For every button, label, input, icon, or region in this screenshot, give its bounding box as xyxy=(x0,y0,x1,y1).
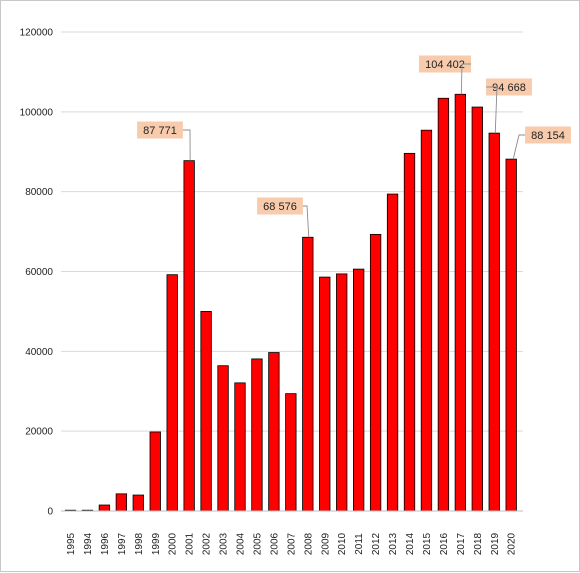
bar-2012 xyxy=(369,233,382,512)
x-tick-label: 2020 xyxy=(507,532,518,555)
x-tick-label: 2014 xyxy=(405,532,416,555)
callout-2017: 104 402 xyxy=(418,55,472,95)
bar-2019 xyxy=(488,132,500,512)
bar-2020 xyxy=(505,158,517,512)
callout-2008: 68 576 xyxy=(257,197,310,238)
bar-1996 xyxy=(98,504,111,512)
x-tick-label: 2011 xyxy=(354,533,365,555)
bar-2008 xyxy=(302,236,314,512)
bar-2003 xyxy=(217,365,229,512)
callout-leader-line xyxy=(512,134,526,160)
y-axis: 0 20000 40000 60000 80000 100000 120000 xyxy=(20,28,54,518)
callout-label: 68 576 xyxy=(263,201,297,213)
callout-box xyxy=(137,121,183,139)
bar-2009 xyxy=(319,276,331,512)
x-tick-label: 1994 xyxy=(83,532,94,555)
x-tick-label: 2019 xyxy=(490,532,501,555)
bar-2004 xyxy=(234,382,246,512)
x-tick-label: 2007 xyxy=(286,532,297,555)
callout-leader-line xyxy=(486,86,498,134)
x-tick-label: 2010 xyxy=(337,532,348,555)
x-tick-label: 2015 xyxy=(422,532,433,555)
callout-label: 87 771 xyxy=(143,125,177,137)
x-tick-label: 2001 xyxy=(185,532,196,555)
x-axis: 1995 1994 1996 1997 1998 1999 2000 2001 2002 2003… xyxy=(61,510,523,555)
callout-label: 94 668 xyxy=(492,82,526,94)
bar-2011 xyxy=(352,268,365,512)
x-tick-label: 2005 xyxy=(252,532,263,555)
x-tick-label: 2008 xyxy=(303,532,314,555)
callout-box xyxy=(525,126,571,144)
callout-leader-line xyxy=(460,63,472,95)
bar-1999 xyxy=(149,431,161,512)
callout-2001: 87 771 xyxy=(137,121,191,161)
bar-2016 xyxy=(437,97,450,512)
x-tick-label: 2016 xyxy=(439,532,450,555)
bar-2001 xyxy=(183,160,195,512)
x-tick-label: 1996 xyxy=(100,532,111,555)
bar-2017 xyxy=(454,93,467,512)
bars xyxy=(64,93,517,512)
x-tick-label: 1997 xyxy=(117,532,128,555)
x-tick-label: 2009 xyxy=(320,532,331,555)
y-tick-label: 60000 xyxy=(25,267,53,278)
callout-2019: 94 668 xyxy=(486,78,532,134)
bar-2006 xyxy=(268,352,280,512)
callout-box xyxy=(257,197,303,215)
callout-box xyxy=(486,78,532,96)
x-tick-label: 2003 xyxy=(219,532,230,555)
callout-label: 104 402 xyxy=(425,59,465,71)
x-tick-label: 2000 xyxy=(168,532,179,555)
bar-2005 xyxy=(251,358,263,512)
y-tick-label: 20000 xyxy=(25,427,53,438)
y-tick-label: 100000 xyxy=(20,107,54,118)
y-tick-label: 80000 xyxy=(25,187,53,198)
y-tick-label: 40000 xyxy=(25,347,53,358)
callout-2020: 88 154 xyxy=(512,126,571,160)
callout-box xyxy=(418,55,472,73)
bar-2013 xyxy=(386,193,399,512)
x-tick-label: 2004 xyxy=(236,532,247,555)
x-tick-label: 2006 xyxy=(269,532,280,555)
x-tick-label: 1998 xyxy=(134,532,145,555)
data-callouts: 87 771 68 576 104 402 94 668 88 154 xyxy=(137,55,571,238)
x-tick-label: 1999 xyxy=(151,532,162,555)
bar-2014 xyxy=(403,152,416,512)
x-tick-label: 1995 xyxy=(66,532,77,555)
bar-2007 xyxy=(285,393,297,512)
y-tick-label: 0 xyxy=(47,507,53,518)
bar-2000 xyxy=(166,274,178,512)
bar-2015 xyxy=(420,129,433,512)
bar-1997 xyxy=(115,493,127,512)
bar-2010 xyxy=(336,273,348,512)
x-tick-label: 2013 xyxy=(388,532,399,555)
callout-label: 88 154 xyxy=(531,130,565,142)
bar-2002 xyxy=(200,311,212,512)
x-tick-label: 2018 xyxy=(473,532,484,555)
x-tick-label: 2002 xyxy=(202,532,213,555)
x-tick-label: 2012 xyxy=(371,532,382,555)
callout-leader-line xyxy=(182,129,191,161)
bar-1998 xyxy=(132,494,144,512)
gridlines xyxy=(61,31,523,512)
y-tick-label: 120000 xyxy=(20,28,54,39)
x-tick-label: 2017 xyxy=(456,532,467,555)
callout-leader-line xyxy=(302,205,310,238)
bar-2018 xyxy=(471,106,483,512)
